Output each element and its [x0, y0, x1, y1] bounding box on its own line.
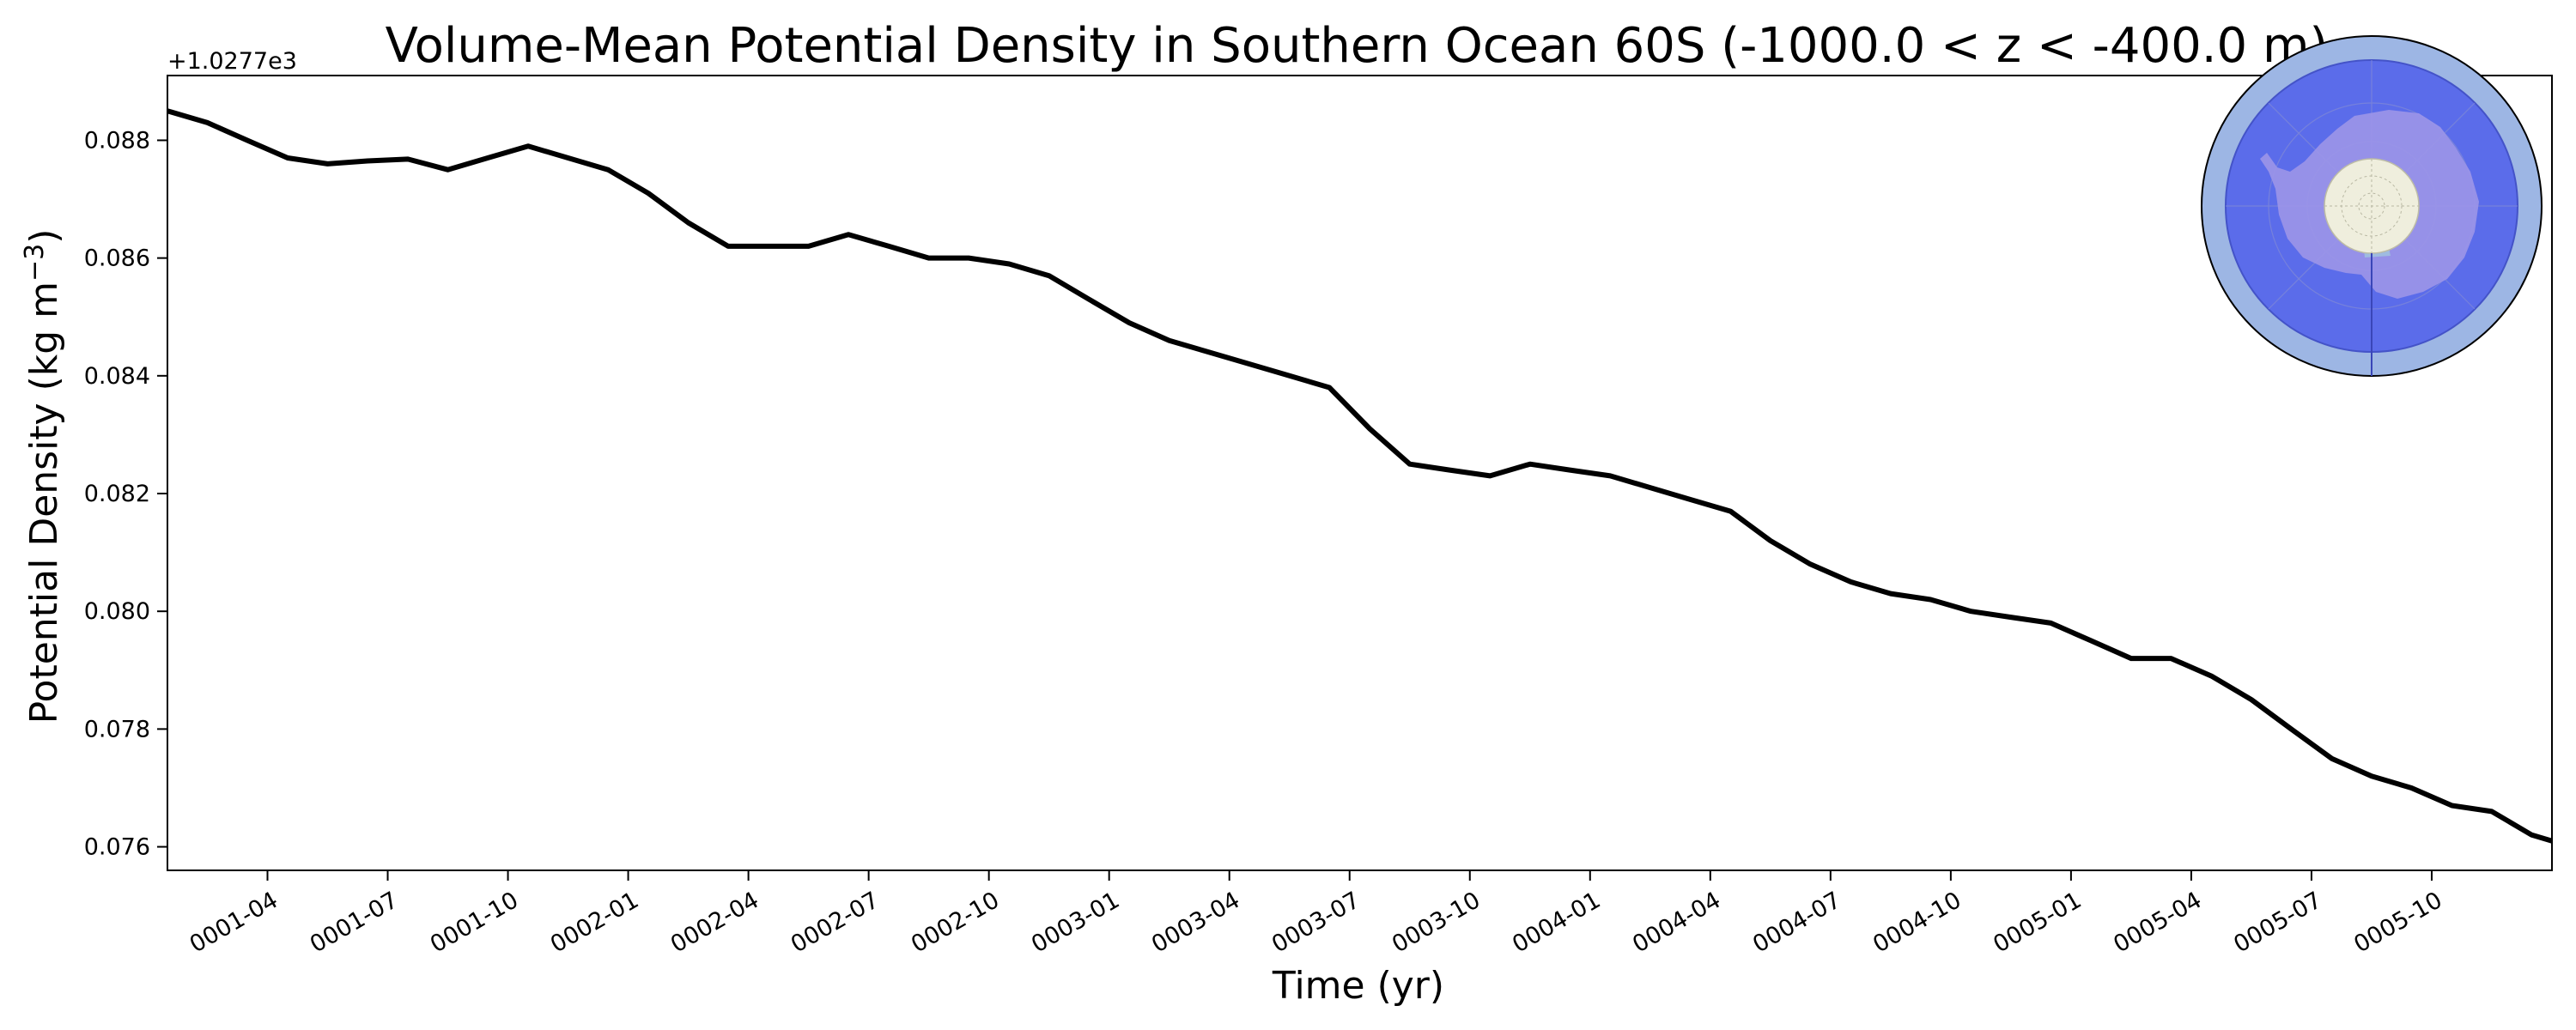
- x-tick-label: 0001-10: [426, 887, 523, 958]
- x-tick-label: 0003-07: [1267, 887, 1364, 958]
- x-axis: 0001-04 0001-07 0001-10 0002-01 0002-04 0002-…: [185, 870, 2446, 958]
- plot-frame: [167, 75, 2553, 871]
- x-tick-label: 0003-04: [1147, 887, 1244, 958]
- x-axis-label: Time (yr): [1272, 964, 1444, 1008]
- x-tick-label: 0003-10: [1388, 887, 1485, 958]
- x-tick-label: 0005-01: [1989, 887, 2086, 958]
- chart-title: Volume-Mean Potential Density in Souther…: [386, 18, 2329, 74]
- y-tick-label: 0.080: [84, 598, 150, 625]
- series-layer: [167, 108, 2553, 844]
- inset-pole-grid: [2324, 159, 2419, 253]
- x-tick-label: 0002-07: [787, 887, 884, 958]
- y-tick-label: 0.088: [84, 127, 150, 154]
- series-line: [167, 108, 2553, 844]
- x-tick-label: 0005-07: [2229, 887, 2326, 958]
- x-tick-label: 0005-04: [2109, 887, 2206, 958]
- y-tick-label: 0.082: [84, 481, 150, 507]
- x-tick-label: 0004-01: [1508, 887, 1605, 958]
- y-offset-label: +1.0277e3: [167, 48, 297, 75]
- x-tick-label: 0004-10: [1868, 887, 1965, 958]
- x-tick-label: 0002-01: [546, 887, 643, 958]
- x-tick-label: 0001-07: [306, 887, 403, 958]
- x-tick-label: 0004-07: [1748, 887, 1845, 958]
- y-axis-label-main: Potential Density (kg m: [22, 282, 66, 724]
- x-tick-label: 0002-04: [666, 887, 763, 958]
- y-tick-label: 0.084: [84, 363, 150, 390]
- y-tick-label: 0.078: [84, 716, 150, 742]
- y-axis-label-close: ): [22, 229, 66, 244]
- inset-map: [2201, 35, 2543, 377]
- x-tick-label: 0001-04: [185, 887, 283, 958]
- y-axis-label-sup: −3: [20, 244, 50, 282]
- y-tick-label: 0.076: [84, 834, 150, 861]
- x-tick-label: 0005-10: [2349, 887, 2446, 958]
- y-axis-label: Potential Density (kg m−3): [20, 229, 66, 724]
- y-axis: 0.076 0.078 0.080 0.082 0.084 0.086 0.088: [84, 127, 167, 861]
- x-tick-label: 0002-10: [907, 887, 1004, 958]
- y-tick-label: 0.086: [84, 245, 150, 272]
- x-tick-label: 0004-04: [1628, 887, 1725, 958]
- x-tick-label: 0003-01: [1027, 887, 1124, 958]
